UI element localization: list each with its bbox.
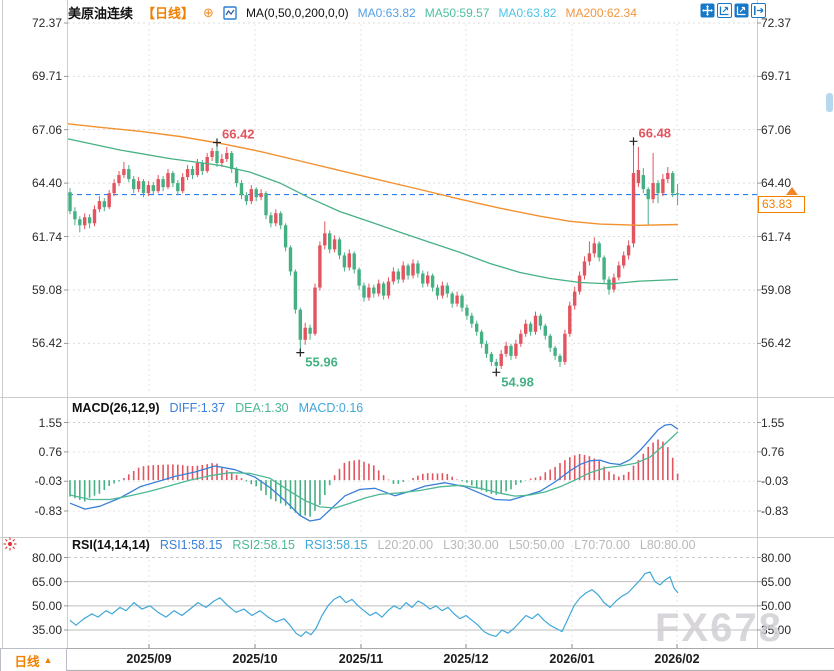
x-axis-month-label: 2025/09 xyxy=(126,652,172,666)
rsi-header: RSI(14,14,14) RSI1:58.15 RSI2:58.15 RSI3… xyxy=(72,538,696,552)
scrollbar-thumb[interactable] xyxy=(826,93,833,112)
macd-axis-label: 1.55 xyxy=(38,415,62,430)
price-axis-label: 56.42 xyxy=(761,336,792,351)
rsi-level-70: L70:70.00 xyxy=(574,538,630,552)
axis-scale-filled-icon[interactable] xyxy=(734,3,749,18)
price-axis-label: 67.06 xyxy=(31,122,62,137)
macd-macd-value: MACD:0.16 xyxy=(298,401,364,415)
price-axis-label: 64.40 xyxy=(761,176,792,191)
ma50-value: MA50:59.57 xyxy=(424,5,490,20)
add-indicator-icon[interactable]: ⊕ xyxy=(203,5,214,20)
candlestick-chart-icon[interactable] xyxy=(223,5,237,20)
low-annotation: 55.96 xyxy=(305,355,338,370)
price-axis-label: 61.74 xyxy=(31,229,62,244)
price-axis-label: 67.06 xyxy=(761,122,792,137)
ma200-value: MA200:62.34 xyxy=(565,5,637,20)
rsi-axis-label: 50.00 xyxy=(761,598,792,613)
macd-axis-label: -0.83 xyxy=(34,504,62,518)
exit-right-icon[interactable] xyxy=(751,3,766,18)
price-axis-label: 72.37 xyxy=(31,16,62,30)
rsi-name: RSI(14,14,14) xyxy=(72,538,150,552)
rsi3-value: RSI3:58.15 xyxy=(304,538,368,552)
pan-tool-icon[interactable] xyxy=(700,3,715,18)
macd-axis-label: 0.76 xyxy=(761,444,785,459)
macd-axis-label: 1.55 xyxy=(761,415,785,430)
macd-axis-label: -0.03 xyxy=(34,474,62,489)
current-price-badge: 63.83 xyxy=(758,196,805,213)
x-axis-month-label: 2026/01 xyxy=(549,652,595,666)
x-axis-month-label: 2025/10 xyxy=(232,652,278,666)
price-axis-label: 72.37 xyxy=(761,16,792,30)
symbol-title: 美原油连续 xyxy=(68,6,134,21)
macd-name: MACD(26,12,9) xyxy=(72,401,160,415)
macd-axis-label: 0.76 xyxy=(38,444,62,459)
macd-dea-value: DEA:1.30 xyxy=(235,401,289,415)
rsi-axis-label: 35.00 xyxy=(31,623,62,637)
tab-daily-label: 日线 xyxy=(14,654,40,669)
price-axis-label: 69.71 xyxy=(31,69,62,84)
macd-axis-label: -0.83 xyxy=(761,504,789,518)
x-axis-month-label: 2025/11 xyxy=(338,652,384,666)
x-axis-month-label: 2025/12 xyxy=(443,652,489,666)
tab-daily-period[interactable]: 日线 ▲ xyxy=(0,648,67,671)
low-annotation: 54.98 xyxy=(501,374,534,389)
rsi-level-50: L50:50.00 xyxy=(508,538,565,552)
price-axis-label: 61.74 xyxy=(761,229,792,244)
macd-header: MACD(26,12,9) DIFF:1.37 DEA:1.30 MACD:0.… xyxy=(72,401,363,415)
rsi-axis-label: 65.00 xyxy=(761,574,792,589)
rsi-axis-label: 80.00 xyxy=(31,550,62,565)
rsi-level-30: L30:30.00 xyxy=(443,538,499,552)
rsi-axis-label: 65.00 xyxy=(31,574,62,589)
rsi-level-20: L20:20.00 xyxy=(377,538,434,552)
tab-arrow-up-icon: ▲ xyxy=(43,655,53,665)
macd-diff-value: DIFF:1.37 xyxy=(169,401,226,415)
ma0-value: MA0:63.82 xyxy=(357,5,416,20)
price-arrow-up-icon xyxy=(786,187,798,195)
rsi-axis-label: 80.00 xyxy=(761,550,792,565)
price-axis-label: 59.08 xyxy=(31,282,62,297)
chart-toolbar xyxy=(700,3,766,18)
high-annotation: 66.42 xyxy=(222,127,255,142)
price-axis-label: 69.71 xyxy=(761,69,792,84)
price-axis-label: 59.08 xyxy=(761,282,792,297)
indicator-settings-icon[interactable] xyxy=(3,537,17,551)
high-annotation: 66.48 xyxy=(639,125,672,140)
rsi-axis-label: 35.00 xyxy=(761,623,792,637)
macd-axis-label: -0.03 xyxy=(761,474,789,489)
period-tag: 【日线】 xyxy=(142,6,195,21)
price-axis-label: 56.42 xyxy=(31,336,62,351)
rsi-axis-label: 50.00 xyxy=(31,598,62,613)
rsi1-value: RSI1:58.15 xyxy=(159,538,223,552)
rsi-level-80: L80:80.00 xyxy=(639,538,696,552)
x-axis-month-label: 2026/02 xyxy=(654,652,700,666)
rsi2-value: RSI2:58.15 xyxy=(232,538,295,552)
chart-header: 美原油连续 【日线】 ⊕ MA(0,50,0,200,0,0) MA0:63.8… xyxy=(68,3,637,22)
ma-settings-label: MA(0,50,0,200,0,0) xyxy=(245,5,349,20)
ma0b-value: MA0:63.82 xyxy=(498,5,557,20)
axis-scale-icon[interactable] xyxy=(717,3,732,18)
price-axis-label: 64.40 xyxy=(31,176,62,191)
